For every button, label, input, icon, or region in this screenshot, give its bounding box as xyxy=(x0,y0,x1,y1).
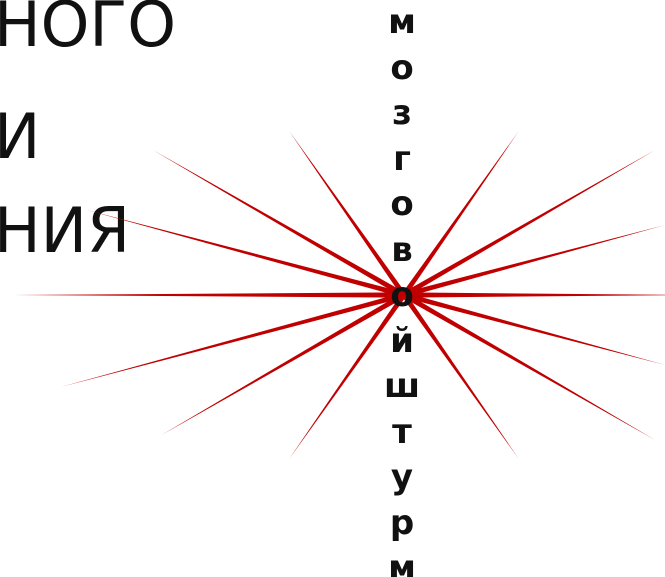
starburst-ray xyxy=(402,150,656,298)
heading-line-2: И xyxy=(0,100,41,173)
vertical-word-letter: м xyxy=(388,548,416,577)
starburst-ray xyxy=(402,292,656,440)
starburst-ray xyxy=(401,293,519,459)
vertical-word-letter: в xyxy=(391,229,413,270)
starburst-ray xyxy=(401,131,519,297)
vertical-word-letter: т xyxy=(392,411,412,452)
starburst-ray xyxy=(289,131,407,297)
starburst-ray xyxy=(403,292,665,365)
vertical-word-letter: й xyxy=(390,320,414,361)
vertical-word-letter: у xyxy=(390,457,414,497)
vertical-word-letter: м xyxy=(388,2,416,42)
starburst-ray xyxy=(14,292,404,298)
starburst-center xyxy=(400,291,408,299)
starburst-ray xyxy=(61,292,405,387)
starburst-ray xyxy=(404,292,665,298)
vertical-word-letter: г xyxy=(393,138,411,179)
starburst-ray xyxy=(289,293,407,459)
starburst-ray xyxy=(403,225,665,298)
vertical-word-letter: о xyxy=(390,275,414,315)
vertical-word-letter: р xyxy=(389,502,415,543)
heading-line-1: НОГО xyxy=(0,0,177,61)
vertical-word-letter: ш xyxy=(384,366,421,406)
vertical-word-letter: о xyxy=(390,184,414,224)
vertical-word-letter: з xyxy=(392,93,412,133)
starburst-ray xyxy=(161,292,406,435)
heading-line-3: НИЯ xyxy=(0,194,131,267)
starburst-ray xyxy=(152,150,406,298)
vertical-word-letter: о xyxy=(390,47,414,88)
starburst-ray xyxy=(85,209,405,298)
